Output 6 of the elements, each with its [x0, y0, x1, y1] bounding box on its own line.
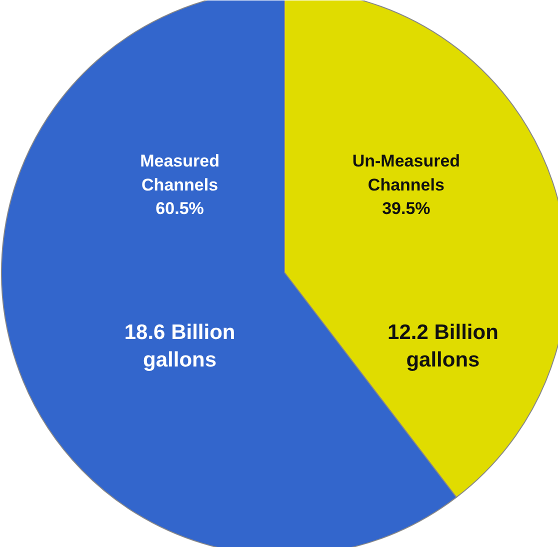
text: 39.5%: [382, 199, 430, 218]
data-label: 18.6 Billion gallons: [124, 320, 236, 372]
data-label: 12.2 Billion gallons: [388, 320, 498, 372]
slice-label: Un-Measured Channels: [352, 152, 460, 194]
slice-label: Measured Channels: [140, 152, 220, 194]
text: 60.5%: [156, 199, 204, 218]
